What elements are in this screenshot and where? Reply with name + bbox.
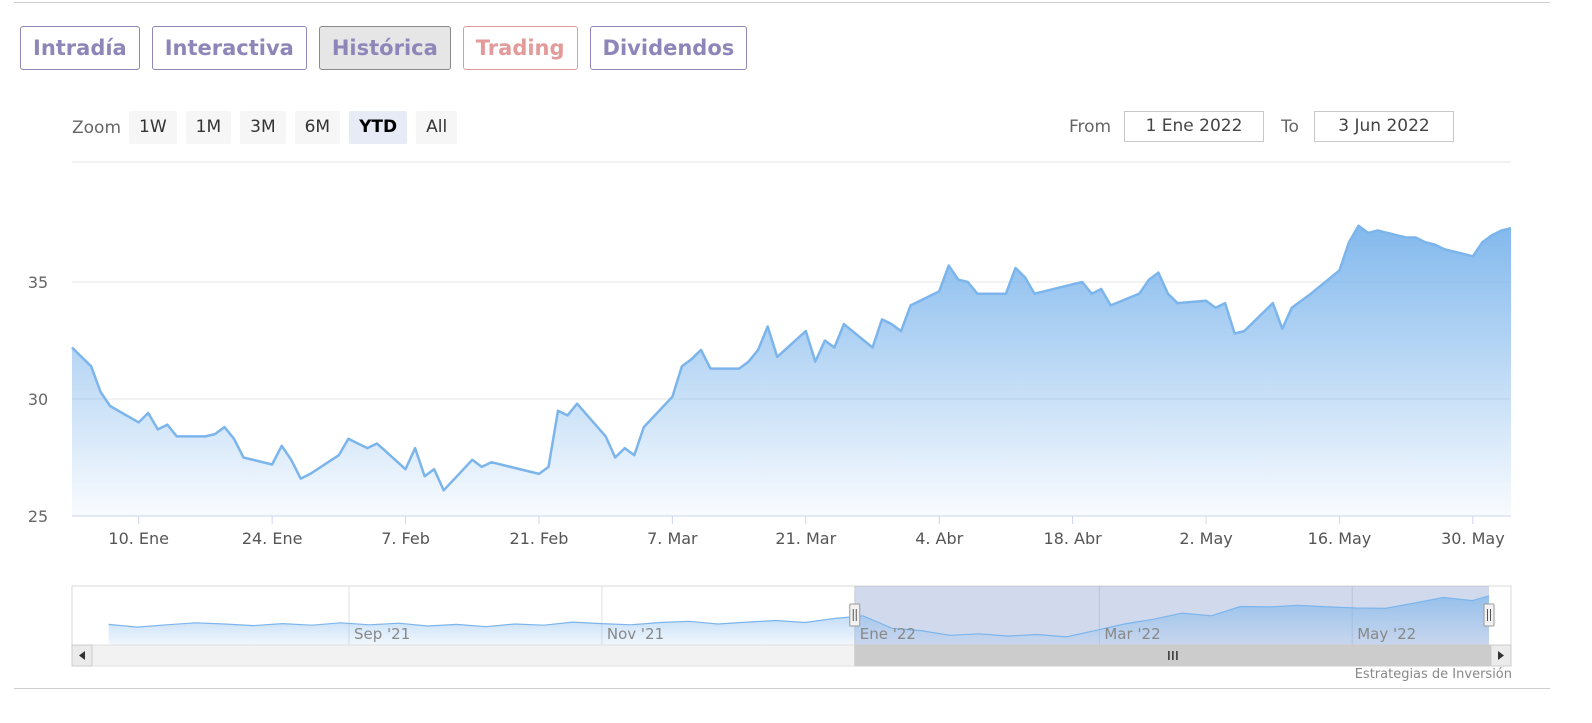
- navigator-label: May '22: [1357, 625, 1416, 643]
- x-tick-label: 21. Mar: [775, 529, 836, 548]
- zoom-1w-button[interactable]: 1W: [129, 111, 177, 144]
- tab-dividends[interactable]: Dividendos: [589, 26, 748, 70]
- zoom-all-button[interactable]: All: [416, 111, 458, 144]
- tab-interactive[interactable]: Interactiva: [151, 26, 307, 70]
- navigator-area: [108, 595, 1490, 645]
- x-tick-label: 24. Ene: [242, 529, 303, 548]
- range-from-input[interactable]: 1 Ene 2022: [1124, 111, 1264, 142]
- navigator-line: [108, 595, 1490, 638]
- range-to-label: To: [1281, 117, 1299, 137]
- chart-credit: Estrategias de Inversión: [1354, 667, 1512, 682]
- chart-tabs: Intradía Interactiva Histórica Trading D…: [20, 26, 748, 70]
- y-tick-label: 25: [28, 507, 48, 526]
- arrow-left-icon[interactable]: [79, 651, 85, 660]
- navigator-label: Sep '21: [354, 625, 410, 643]
- tab-trading[interactable]: Trading: [462, 26, 578, 70]
- x-tick-label: 18. Abr: [1044, 529, 1103, 548]
- zoom-1m-button[interactable]: 1M: [185, 111, 232, 144]
- tab-intraday[interactable]: Intradía: [20, 26, 140, 70]
- zoom-ytd-button[interactable]: YTD: [349, 111, 408, 144]
- x-tick-label: 21. Feb: [510, 529, 569, 548]
- x-tick-label: 4. Abr: [915, 529, 963, 548]
- y-tick-label: 35: [28, 273, 48, 292]
- navigator-handle-left[interactable]: [849, 603, 861, 627]
- navigator-label: Mar '22: [1104, 625, 1160, 643]
- x-tick-label: 7. Mar: [647, 529, 698, 548]
- arrow-right-icon[interactable]: [1498, 651, 1504, 660]
- x-tick-label: 30. May: [1441, 529, 1505, 548]
- price-line: [71, 224, 1512, 492]
- x-tick-label: 16. May: [1308, 529, 1372, 548]
- navigator-handle-right[interactable]: [1483, 603, 1495, 627]
- navigator-label: Ene '22: [860, 625, 916, 643]
- zoom-selector: Zoom 1W 1M 3M 6M YTD All: [72, 111, 466, 144]
- y-tick-label: 30: [28, 390, 48, 409]
- zoom-6m-button[interactable]: 6M: [294, 111, 341, 144]
- zoom-3m-button[interactable]: 3M: [240, 111, 286, 144]
- tab-historical[interactable]: Histórica: [318, 26, 451, 70]
- bottom-divider: [14, 688, 1550, 689]
- x-tick-label: 2. May: [1179, 529, 1232, 548]
- top-divider: [14, 2, 1550, 3]
- navigator-handle-left-body[interactable]: [849, 603, 861, 627]
- zoom-label: Zoom: [72, 117, 122, 138]
- x-tick-label: 10. Ene: [108, 529, 169, 548]
- price-area: [72, 225, 1511, 517]
- navigator-handle-right-body[interactable]: [1483, 603, 1495, 627]
- x-tick-label: 7. Feb: [381, 529, 430, 548]
- range-from-label: From: [1069, 117, 1112, 137]
- navigator-label: Nov '21: [607, 625, 664, 643]
- range-to-input[interactable]: 3 Jun 2022: [1314, 111, 1454, 142]
